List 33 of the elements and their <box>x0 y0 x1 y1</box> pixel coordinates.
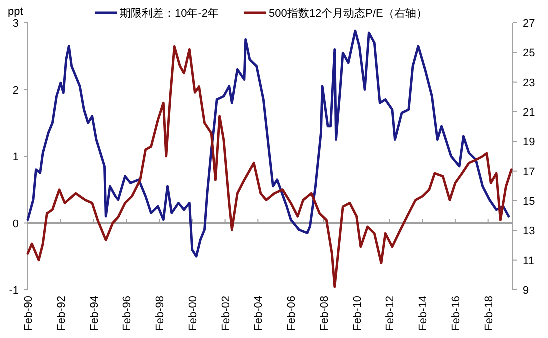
x-tick-label: Feb-04 <box>253 296 266 331</box>
y-tick-label: -1 <box>9 285 19 297</box>
x-tick-label: Feb-12 <box>384 296 397 331</box>
y-tick-label: 1 <box>12 152 19 164</box>
y-tick-label: 3 <box>12 18 19 30</box>
x-tick-label: Feb-16 <box>450 296 462 331</box>
y2-tick-label: 15 <box>523 196 536 208</box>
x-tick-label: Feb-94 <box>88 296 101 331</box>
x-tick-label: Feb-96 <box>122 296 134 331</box>
y-tick-label: 0 <box>12 218 19 230</box>
x-tick-label: Feb-02 <box>220 296 232 331</box>
y-axis-title: ppt <box>8 6 24 18</box>
y2-tick-label: 13 <box>523 226 536 238</box>
legend-label: 期限利差：10年-2年 <box>120 7 220 20</box>
legend-label: 500指数12个月动态P/E（右轴） <box>269 7 428 20</box>
x-tick-label: Feb-18 <box>483 296 496 331</box>
y2-tick-label: 9 <box>523 285 530 297</box>
x-tick-label: Feb-00 <box>187 296 200 331</box>
y-tick-label: 2 <box>12 84 19 97</box>
x-tick-label: Feb-10 <box>352 296 364 331</box>
y2-tick-label: 23 <box>523 77 536 90</box>
y2-tick-label: 27 <box>523 18 536 30</box>
x-tick-label: Feb-06 <box>286 296 298 331</box>
x-tick-label: Feb-90 <box>23 296 35 331</box>
y2-tick-label: 19 <box>523 136 536 149</box>
x-tick-label: Feb-08 <box>318 296 331 331</box>
y2-tick-label: 21 <box>523 107 536 119</box>
y2-tick-label: 25 <box>523 48 536 60</box>
y2-tick-label: 17 <box>523 166 536 178</box>
x-tick-label: Feb-98 <box>154 296 167 331</box>
y2-tick-label: 11 <box>523 255 534 268</box>
x-tick-label: Feb-92 <box>56 296 68 331</box>
x-tick-label: Feb-14 <box>418 296 430 331</box>
